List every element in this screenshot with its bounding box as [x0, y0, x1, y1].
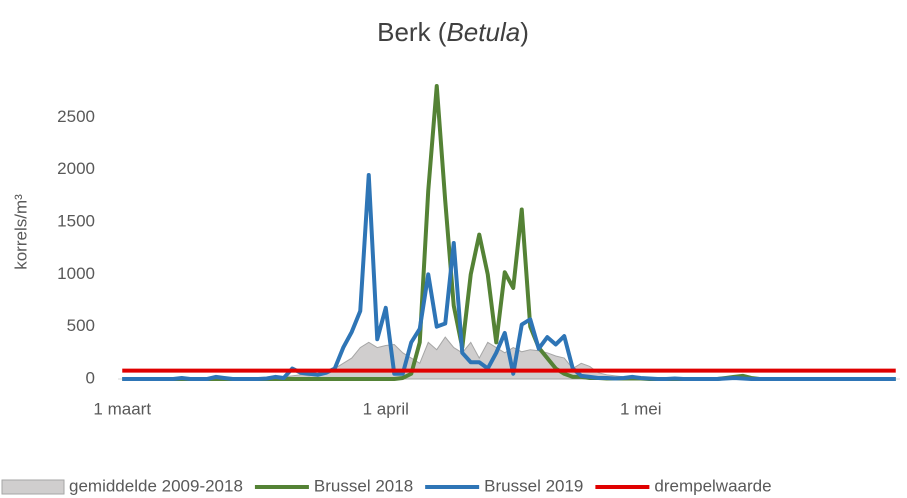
series-line [122, 84, 896, 381]
legend-label: gemiddelde 2009-2018 [69, 476, 243, 495]
legend-label: Brussel 2019 [484, 476, 583, 495]
series-line [122, 172, 896, 381]
title-part: Betula [446, 17, 520, 47]
legend-label: Brussel 2018 [314, 476, 413, 495]
chart-title: Berk (Betula) [377, 17, 529, 47]
legend-label: drempelwaarde [654, 476, 771, 495]
y-tick-label: 500 [67, 316, 95, 335]
y-tick-label: 2500 [57, 107, 95, 126]
x-tick-label: 1 april [363, 399, 409, 418]
title-part: Berk ( [377, 17, 447, 47]
y-axis-label: korrels/m³ [11, 194, 30, 270]
y-tick-label: 2000 [57, 159, 95, 178]
legend-swatch [1, 479, 65, 495]
y-tick-label: 1500 [57, 212, 95, 231]
x-tick-label: 1 maart [93, 399, 151, 418]
y-tick-label: 1000 [57, 264, 95, 283]
title-part: ) [520, 17, 529, 47]
x-tick-label: 1 mei [620, 399, 662, 418]
y-tick-label: 0 [86, 368, 95, 387]
